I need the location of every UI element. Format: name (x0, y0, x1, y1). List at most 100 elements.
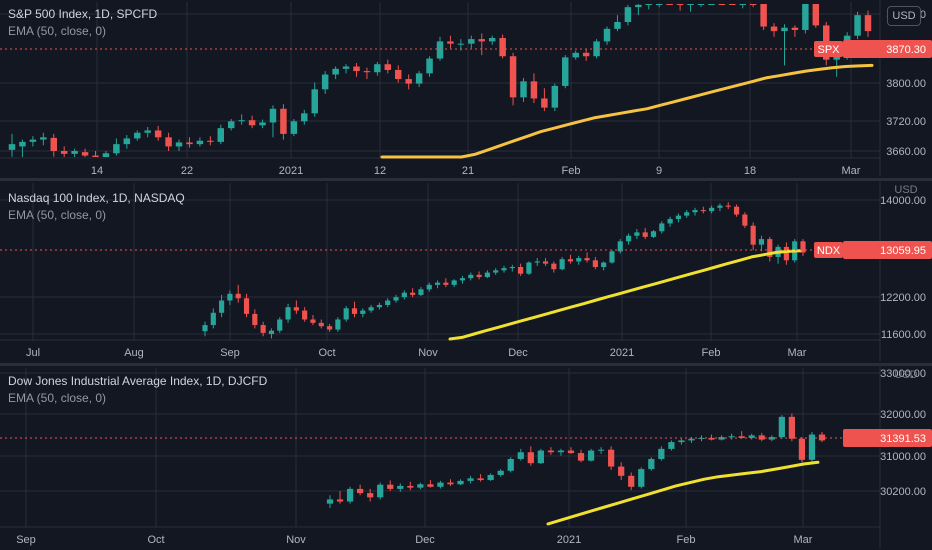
x-tick-label: Feb (702, 347, 721, 359)
candle-body (175, 142, 183, 147)
candle-body (268, 330, 275, 334)
candle-body (385, 300, 391, 305)
pane-2-chart: Jul Aug Sep Oct Nov Dec 2021 Feb Mar 14000.00 1220… (0, 181, 932, 361)
candle-body (526, 262, 532, 274)
candle-body (436, 41, 444, 59)
candle-body (71, 151, 78, 154)
candle-body (800, 241, 806, 253)
candle-body (235, 293, 241, 299)
ema-line (448, 249, 802, 341)
candle-body (642, 232, 648, 237)
x-tick-label: Sep (220, 347, 240, 359)
candle-body (335, 319, 341, 330)
candle-body (597, 449, 605, 451)
y-tick-label: 11600.00 (881, 329, 926, 341)
candle-body (609, 251, 615, 263)
candle-body (60, 151, 68, 154)
candle-body (374, 64, 381, 73)
candle-body (310, 319, 316, 323)
price-tag: 3870.30 (886, 44, 926, 56)
candle-body (626, 235, 632, 242)
candle-body (748, 435, 755, 438)
candle-body (418, 289, 424, 295)
y-tick-label: 14000.00 (880, 195, 926, 207)
candle-body (487, 474, 494, 481)
y-tick-label: 3660.00 (886, 146, 926, 158)
candle-body (321, 74, 329, 90)
candle-body (708, 437, 715, 440)
candle-body (530, 81, 538, 99)
y-tick-label: 31000.00 (880, 451, 926, 463)
candle-body (410, 292, 416, 295)
candle-body (50, 137, 57, 151)
candle-body (368, 307, 374, 311)
candle-body (551, 263, 557, 270)
candle-body (572, 52, 579, 58)
candle-body (113, 144, 120, 154)
candle-body (717, 205, 723, 208)
candle-body (269, 108, 277, 123)
candle-body (708, 4, 715, 5)
candle-body (507, 458, 514, 471)
candle-body (666, 4, 673, 5)
candle-body (8, 144, 16, 150)
pane-separator-1 (0, 178, 932, 181)
candle-body (219, 300, 225, 313)
candle-body (567, 259, 574, 262)
candle-body (186, 142, 193, 145)
candle-body (468, 274, 474, 279)
candle-body (728, 436, 735, 438)
x-tick-label: Jul (26, 347, 40, 359)
candle-body (478, 39, 485, 42)
candle-body (102, 153, 110, 157)
candle-body (405, 79, 412, 84)
candle-body (567, 450, 575, 454)
candle-body (426, 284, 432, 290)
candle-body (468, 39, 475, 44)
candle-body (650, 231, 657, 237)
x-tick-label: Dec (508, 347, 528, 359)
candle-body (238, 120, 245, 122)
candle-body (509, 56, 517, 98)
candle-body (798, 438, 806, 460)
candle-body (144, 130, 151, 133)
candle-body (788, 416, 795, 439)
candle-body (812, 4, 820, 26)
candle-body (678, 440, 685, 443)
candle-body (252, 313, 258, 326)
candle-body (791, 27, 799, 30)
candle-body (542, 261, 549, 264)
x-tick-label: Mar (788, 347, 807, 359)
candle-body (384, 64, 392, 70)
currency-button[interactable]: USD (887, 6, 921, 26)
symbol-tag: NDX (817, 245, 841, 257)
candle-body (387, 484, 394, 489)
candle-body (638, 469, 645, 487)
candle-body (467, 478, 474, 481)
candle-body (376, 304, 382, 308)
x-tick-label: 22 (181, 165, 193, 177)
candle-body (343, 308, 349, 320)
candle-body (760, 4, 767, 27)
candle-body (624, 7, 632, 22)
candle-body (484, 272, 490, 278)
pane-3-chart: Sep Oct Nov Dec 2021 Feb Mar 33000.00 32000.00 31… (0, 366, 932, 548)
candle-body (457, 480, 464, 485)
candle-body (603, 28, 611, 42)
candle-body (614, 21, 621, 29)
candle-body (667, 218, 673, 224)
candle-body (864, 15, 872, 32)
x-tick-label: 21 (462, 165, 474, 177)
candle-body (19, 141, 26, 147)
candle-body (517, 452, 524, 459)
price-tag-background (843, 241, 932, 259)
candle-body (818, 434, 826, 441)
candle-body (854, 15, 861, 36)
candle-body (697, 4, 705, 5)
symbol-tag-background (814, 41, 843, 57)
candle-body (501, 268, 507, 271)
candle-body (165, 137, 172, 147)
symbol-tag: SPX (817, 44, 840, 56)
candle-body (718, 4, 726, 5)
